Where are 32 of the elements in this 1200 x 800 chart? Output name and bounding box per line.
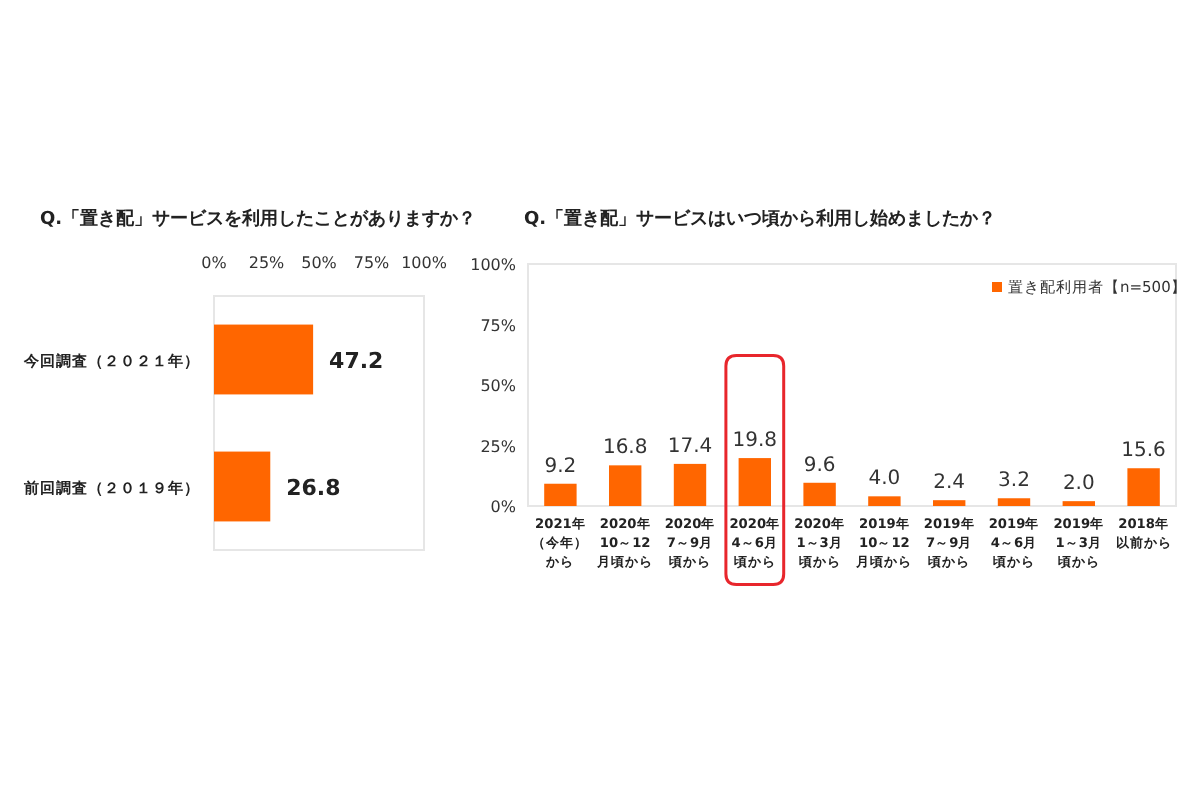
x-tick-label: 25%	[248, 254, 286, 272]
bar	[673, 463, 707, 506]
y-tick-label: 75%	[480, 316, 517, 335]
chart-title: Q.「置き配」サービスを利用したことがありますか？	[40, 208, 477, 230]
data-label: 2.0	[1062, 473, 1095, 496]
data-label: 9.2	[544, 455, 577, 478]
bar	[1127, 468, 1160, 506]
data-label: 47.2	[329, 347, 384, 374]
y-tick-label: 0%	[490, 498, 517, 516]
data-label: 9.6	[803, 454, 836, 477]
data-label: 15.6	[1121, 440, 1166, 463]
x-tick-label: 100%	[401, 254, 448, 272]
bar	[933, 500, 966, 506]
chart-title: Q.「置き配」サービスはいつ頃から利用し始めましたか？	[524, 208, 997, 230]
bar	[738, 458, 771, 506]
data-label: 2.4	[933, 472, 966, 495]
x-tick-label: 50%	[301, 254, 338, 272]
bar	[868, 496, 901, 506]
bar	[803, 482, 836, 506]
x-tick-label: 0%	[201, 254, 228, 272]
data-label: 26.8	[286, 474, 341, 501]
bar	[997, 498, 1031, 506]
x-tick-label: 75%	[353, 254, 391, 272]
y-tick-label: 50%	[480, 377, 517, 395]
data-label: 4.0	[868, 468, 901, 491]
data-label: 19.8	[732, 430, 778, 453]
data-label: 16.8	[602, 437, 648, 460]
y-tick-label: 25%	[480, 437, 517, 456]
data-label: 3.2	[998, 470, 1030, 493]
bar	[544, 483, 577, 506]
bar	[609, 465, 642, 506]
data-label: 17.4	[667, 435, 713, 458]
